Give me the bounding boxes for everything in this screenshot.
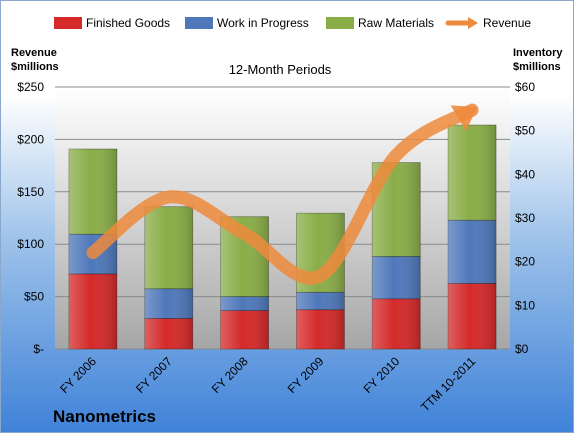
- right-tick-label: $20: [515, 255, 535, 269]
- right-tick-label: $10: [515, 298, 535, 312]
- bar-raw-materials-sheen: [68, 149, 117, 235]
- left-tick-label: $250: [17, 80, 44, 94]
- left-tick-label: $-: [33, 342, 44, 356]
- legend-swatch-raw-materials: [326, 17, 354, 29]
- right-tick-label: $30: [515, 211, 535, 225]
- left-tick-label: $200: [17, 132, 44, 146]
- legend-label-finished-goods: Finished Goods: [86, 16, 170, 30]
- chart-subtitle: 12-Month Periods: [229, 62, 332, 77]
- right-tick-label: $50: [515, 124, 535, 138]
- left-axis-title-line1: Revenue: [11, 47, 57, 59]
- bar-work-in-progress-sheen: [296, 292, 345, 310]
- bar-work-in-progress-sheen: [372, 256, 421, 299]
- right-tick-label: $0: [515, 342, 529, 356]
- left-tick-label: $100: [17, 237, 44, 251]
- legend-label-revenue: Revenue: [483, 16, 531, 30]
- bar-work-in-progress-sheen: [144, 288, 193, 319]
- bar-work-in-progress-sheen: [448, 220, 497, 284]
- right-tick-label: $60: [515, 80, 535, 94]
- legend: Finished Goods Work in Progress Raw Mate…: [54, 16, 531, 30]
- right-axis-ticks: $0 $10 $20 $30 $40 $50 $60: [515, 80, 535, 356]
- legend-label-work-in-progress: Work in Progress: [217, 16, 309, 30]
- left-axis-ticks: $- $50 $100 $150 $200 $250: [17, 80, 44, 356]
- bar-raw-materials-sheen: [448, 124, 497, 221]
- bar-finished-goods-sheen: [448, 283, 497, 349]
- legend-label-raw-materials: Raw Materials: [358, 16, 434, 30]
- bar-finished-goods-sheen: [372, 298, 421, 349]
- revenue-arrowhead: [450, 105, 478, 132]
- legend-swatch-work-in-progress: [185, 17, 213, 29]
- left-axis-title-line2: $millions: [11, 61, 59, 73]
- legend-swatch-finished-goods: [54, 17, 82, 29]
- left-tick-label: $50: [24, 290, 44, 304]
- right-axis-title-line2: $millions: [513, 61, 561, 73]
- gridlines: [55, 86, 510, 350]
- right-axis-title-line1: Inventory: [513, 47, 563, 59]
- right-tick-label: $40: [515, 167, 535, 181]
- bar-raw-materials-sheen: [144, 206, 193, 289]
- bar-finished-goods-sheen: [220, 310, 269, 349]
- bar-finished-goods-sheen: [68, 273, 117, 349]
- revenue-line: [86, 103, 479, 285]
- bar-finished-goods-sheen: [296, 309, 345, 349]
- revenue-line-group: [86, 103, 479, 285]
- legend-arrow-revenue: [468, 17, 478, 29]
- left-tick-label: $150: [17, 185, 44, 199]
- bar-work-in-progress-sheen: [220, 296, 269, 311]
- bar-finished-goods-sheen: [144, 318, 193, 349]
- company-name: Nanometrics: [53, 407, 156, 426]
